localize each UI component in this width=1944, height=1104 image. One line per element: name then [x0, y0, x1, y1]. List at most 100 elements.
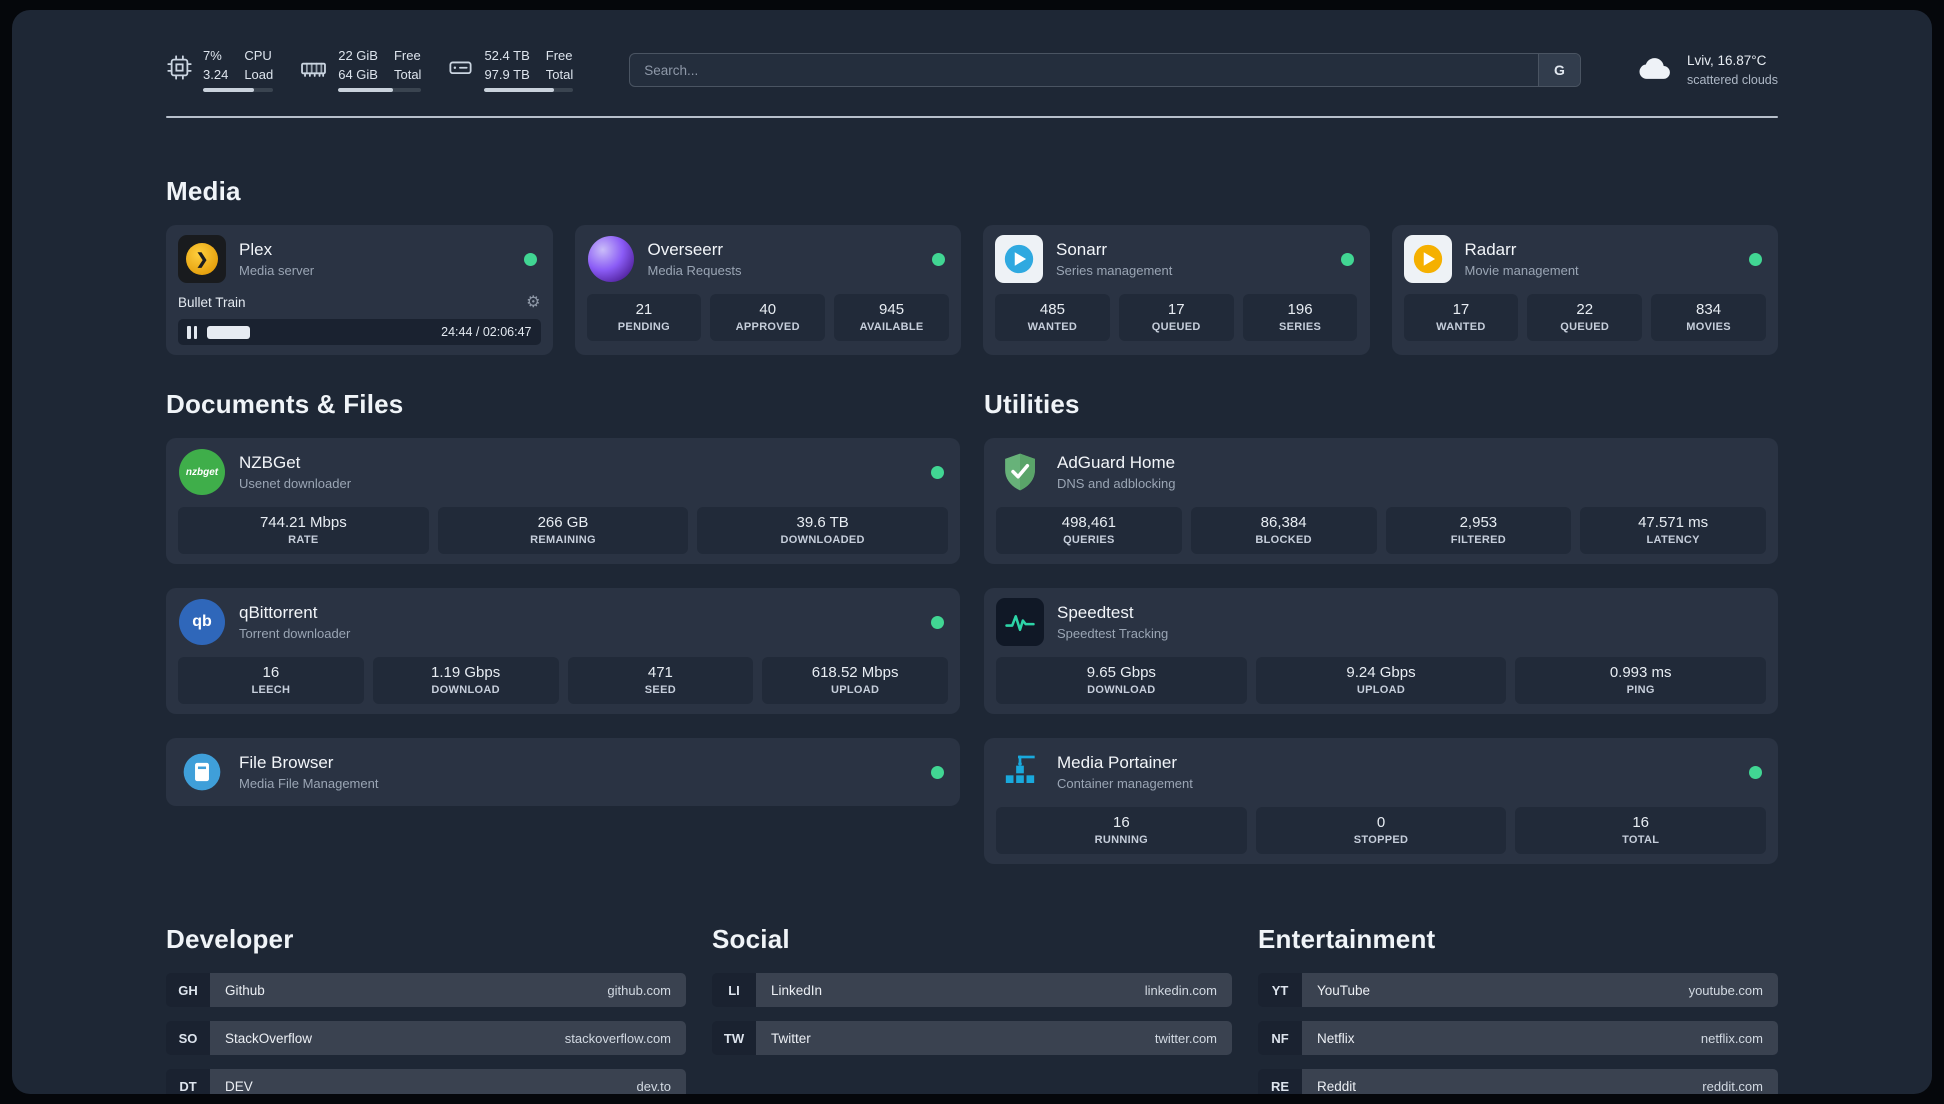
stat-value: 21 [635, 301, 653, 318]
bookmark-linkedin[interactable]: LI LinkedIn linkedin.com [712, 973, 1232, 1007]
service-name: Radarr [1464, 240, 1517, 259]
stat-label: QUEUED [1151, 321, 1201, 333]
section-documents: Documents & Files nzbget NZBGet Usenet d… [166, 389, 960, 864]
stat-label: QUEUED [1560, 321, 1610, 333]
card-sonarr: Sonarr Series management 485 WANTED 17 QUE… [983, 225, 1370, 355]
stat-tile: 744.21 Mbps RATE [178, 507, 429, 554]
section-title-documents: Documents & Files [166, 389, 404, 419]
stat-label: LATENCY [1646, 534, 1700, 546]
stat-label: REMAINING [530, 534, 596, 546]
playback-progress-track[interactable] [207, 325, 431, 339]
bookmark-name: LinkedIn [771, 982, 823, 998]
stat-label: UPLOAD [831, 684, 880, 696]
section-title-media: Media [166, 176, 241, 206]
stat-value: 471 [647, 664, 673, 681]
bookmark-abbr: SO [166, 1021, 210, 1055]
stat-tile: 40 APPROVED [710, 294, 826, 341]
stat-tile: 618.52 Mbps UPLOAD [762, 657, 948, 704]
status-dot [931, 465, 944, 479]
stat-tile: 9.65 Gbps DOWNLOAD [996, 657, 1247, 704]
stat-value: 2,953 [1459, 514, 1498, 531]
service-description: Media Requests [647, 263, 742, 278]
cpu-load-label: Load [244, 66, 274, 82]
bookmark-name: Reddit [1317, 1078, 1357, 1094]
stat-tile: 471 SEED [567, 657, 754, 704]
service-link-speedtest[interactable]: Speedtest Speedtest Tracking [996, 598, 1766, 646]
stat-label: WANTED [1027, 321, 1078, 333]
section-developer: Developer GH Github github.com SO StackOv… [166, 924, 686, 1094]
service-link-nzbget[interactable]: nzbget NZBGet Usenet downloader [178, 448, 948, 496]
bookmark-twitter[interactable]: TW Twitter twitter.com [712, 1021, 1232, 1055]
status-dot [932, 252, 945, 266]
disk-free-label: Free [545, 48, 573, 64]
service-name: AdGuard Home [1057, 453, 1176, 472]
disk-total: 97.9 TB [484, 66, 530, 82]
stat-value: 618.52 Mbps [811, 664, 899, 681]
stat-value: 0.993 ms [1609, 664, 1672, 681]
weather-condition: scattered clouds [1686, 72, 1778, 87]
bookmark-netflix[interactable]: NF Netflix netflix.com [1258, 1021, 1778, 1055]
stat-tile: 9.24 Gbps UPLOAD [1255, 657, 1507, 704]
bookmark-github[interactable]: GH Github github.com [166, 973, 686, 1007]
bookmark-dev[interactable]: DT DEV dev.to [166, 1069, 686, 1094]
stat-value: 498,461 [1061, 514, 1116, 531]
bookmark-name: Netflix [1317, 1030, 1355, 1046]
bookmark-url: github.com [607, 982, 671, 998]
stat-label: MOVIES [1686, 321, 1731, 333]
service-link-sonarr[interactable]: Sonarr Series management [995, 235, 1358, 283]
service-link-adguard[interactable]: AdGuard Home DNS and adblocking [996, 448, 1766, 496]
stat-value: 16 [262, 664, 280, 681]
service-link-radarr[interactable]: Radarr Movie management [1403, 235, 1767, 283]
bookmark-abbr: TW [712, 1021, 756, 1055]
stat-label: LEECH [251, 684, 291, 696]
service-link-plex[interactable]: ❯ Plex Media server [178, 235, 541, 283]
bookmark-url: stackoverflow.com [564, 1030, 671, 1046]
stat-value: 9.24 Gbps [1346, 664, 1416, 681]
bookmark-stackoverflow[interactable]: SO StackOverflow stackoverflow.com [166, 1021, 686, 1055]
stat-label: QUERIES [1063, 534, 1115, 546]
service-description: DNS and adblocking [1057, 476, 1176, 491]
service-link-filebrowser[interactable]: File Browser Media File Management [178, 748, 948, 796]
bookmark-abbr: GH [166, 973, 210, 1007]
sonarr-icon [995, 235, 1043, 283]
stat-label: RUNNING [1094, 834, 1149, 846]
stat-tile: 1.19 Gbps DOWNLOAD [372, 657, 559, 704]
stat-tile: 21 PENDING [586, 294, 702, 341]
bookmark-youtube[interactable]: YT YouTube youtube.com [1258, 973, 1778, 1007]
card-speedtest: Speedtest Speedtest Tracking 9.65 Gbps DO… [984, 588, 1778, 714]
stat-label: SERIES [1278, 321, 1322, 333]
service-name: Plex [239, 240, 273, 259]
section-media: Media ❯ Plex Media server Bullet Train [166, 176, 1778, 355]
card-qbittorrent: qb qBittorrent Torrent downloader 16 LEEC… [166, 588, 960, 714]
status-dot [1749, 765, 1762, 779]
playback-progress-fill [207, 325, 250, 339]
service-link-overseerr[interactable]: Overseerr Media Requests [587, 235, 950, 283]
section-social: Social LI LinkedIn linkedin.com TW Twitte… [712, 924, 1232, 1094]
weather-widget: Lviv, 16.87°C scattered clouds [1635, 48, 1778, 93]
bookmark-name: DEV [225, 1078, 253, 1094]
status-dot [931, 765, 944, 779]
section-title-developer: Developer [166, 924, 294, 954]
service-link-portainer[interactable]: Media Portainer Container management [996, 748, 1766, 796]
pause-button[interactable] [187, 325, 197, 339]
section-title-utilities: Utilities [984, 389, 1080, 419]
card-overseerr: Overseerr Media Requests 21 PENDING 40 APP… [574, 225, 961, 355]
stat-value: 22 [1576, 301, 1594, 318]
search-input[interactable] [630, 54, 1538, 86]
search-provider-button[interactable]: G [1537, 54, 1580, 86]
service-name: NZBGet [239, 453, 301, 472]
settings-gear-icon[interactable]: ⚙ [526, 294, 541, 311]
memory-usage-bar [338, 87, 422, 92]
service-description: Movie management [1464, 263, 1579, 278]
cpu-usage-bar [203, 87, 274, 92]
stat-value: 17 [1452, 301, 1470, 318]
stat-tile: 16 TOTAL [1515, 807, 1767, 854]
disk-free: 52.4 TB [484, 48, 530, 64]
stat-value: 40 [759, 301, 777, 318]
service-link-qbittorrent[interactable]: qb qBittorrent Torrent downloader [178, 598, 948, 646]
disk-icon [447, 54, 474, 81]
bookmark-name: YouTube [1317, 982, 1371, 998]
stat-tile: 485 WANTED [995, 294, 1110, 341]
bookmark-reddit[interactable]: RE Reddit reddit.com [1258, 1069, 1778, 1094]
bookmark-name: StackOverflow [225, 1030, 313, 1046]
